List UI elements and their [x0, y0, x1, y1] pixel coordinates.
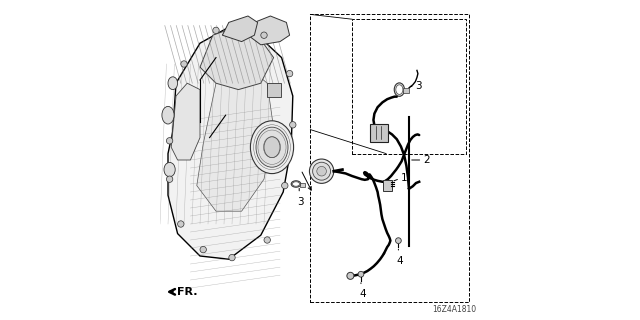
Ellipse shape	[396, 85, 403, 94]
Circle shape	[178, 221, 184, 227]
Circle shape	[358, 271, 364, 277]
Circle shape	[200, 246, 206, 253]
Ellipse shape	[394, 83, 404, 96]
Text: FR.: FR.	[177, 287, 197, 297]
Circle shape	[310, 159, 334, 183]
PathPatch shape	[223, 16, 258, 42]
PathPatch shape	[197, 64, 274, 211]
FancyBboxPatch shape	[300, 183, 305, 187]
PathPatch shape	[248, 16, 290, 45]
Circle shape	[261, 32, 268, 38]
PathPatch shape	[168, 27, 293, 259]
Circle shape	[264, 237, 270, 243]
Circle shape	[166, 138, 173, 144]
FancyBboxPatch shape	[267, 83, 280, 97]
Ellipse shape	[164, 162, 175, 177]
Circle shape	[313, 162, 331, 180]
Ellipse shape	[292, 182, 300, 186]
Ellipse shape	[250, 121, 294, 173]
Circle shape	[229, 254, 236, 261]
Ellipse shape	[168, 77, 178, 90]
Circle shape	[396, 238, 401, 244]
FancyBboxPatch shape	[370, 124, 388, 142]
Circle shape	[166, 176, 173, 182]
Ellipse shape	[291, 181, 301, 187]
Circle shape	[181, 61, 187, 67]
Text: 3: 3	[297, 197, 304, 207]
Circle shape	[212, 27, 219, 34]
Text: 1: 1	[401, 173, 407, 183]
Circle shape	[287, 70, 293, 77]
Ellipse shape	[264, 137, 280, 157]
Text: 2: 2	[423, 155, 429, 165]
Circle shape	[282, 182, 288, 189]
Text: 3: 3	[415, 81, 422, 92]
Bar	[310, 14, 468, 302]
FancyBboxPatch shape	[403, 88, 410, 93]
Ellipse shape	[256, 127, 288, 167]
PathPatch shape	[200, 27, 274, 90]
PathPatch shape	[172, 83, 200, 160]
Text: 4: 4	[359, 289, 365, 299]
Text: 16Z4A1810: 16Z4A1810	[433, 305, 477, 314]
Circle shape	[290, 122, 296, 128]
Bar	[352, 19, 466, 154]
Circle shape	[317, 166, 326, 176]
FancyBboxPatch shape	[383, 180, 392, 191]
Circle shape	[347, 272, 354, 279]
Ellipse shape	[162, 106, 174, 124]
Text: 4: 4	[397, 256, 403, 266]
